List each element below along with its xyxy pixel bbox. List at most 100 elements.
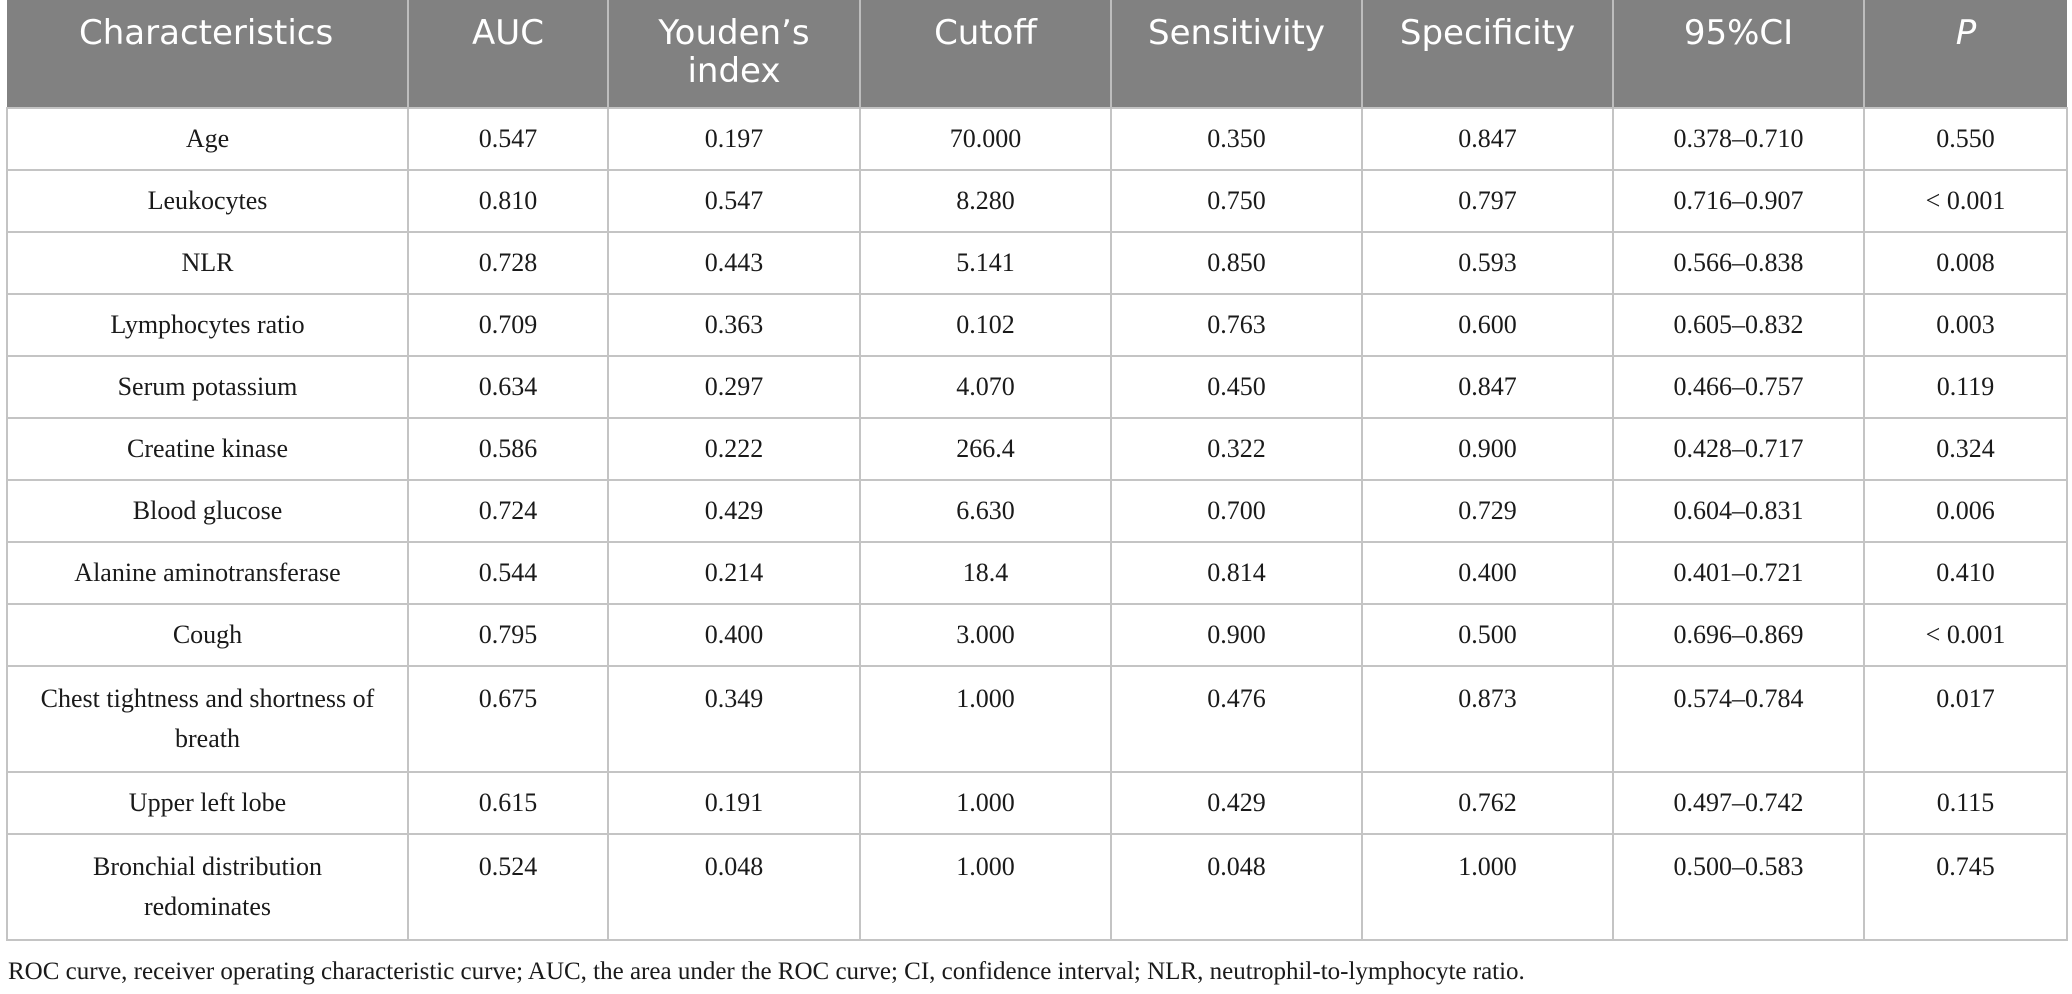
row-characteristic-cell: Age bbox=[6, 107, 409, 171]
header-specificity: Specificity bbox=[1362, 0, 1614, 108]
row-value-cell: 0.605–0.832 bbox=[1612, 293, 1865, 357]
row-value-cell: 1.000 bbox=[859, 833, 1112, 941]
row-value-cell: 0.349 bbox=[607, 665, 861, 773]
row-characteristic-cell: Creatine kinase bbox=[6, 417, 409, 481]
header-youdens-index: Youden’s index bbox=[608, 0, 861, 108]
roc-table-container: Characteristics AUC Youden’s index Cutof… bbox=[6, 0, 2068, 941]
row-value-cell: 0.428–0.717 bbox=[1612, 417, 1865, 481]
row-value-cell: 0.324 bbox=[1863, 417, 2068, 481]
row-value-cell: 0.728 bbox=[407, 231, 609, 295]
row-value-cell: 0.750 bbox=[1110, 169, 1363, 233]
header-auc: AUC bbox=[408, 0, 609, 108]
row-value-cell: 0.544 bbox=[407, 541, 609, 605]
table-row: Upper left lobe 0.615 0.191 1.000 0.429 0.762… bbox=[6, 771, 2068, 835]
row-value-cell: 0.466–0.757 bbox=[1612, 355, 1865, 419]
row-value-cell: 0.850 bbox=[1110, 231, 1363, 295]
table-row: Creatine kinase 0.586 0.222 266.4 0.322 0.900… bbox=[6, 417, 2068, 481]
row-value-cell: 0.604–0.831 bbox=[1612, 479, 1865, 543]
header-characteristics: Characteristics bbox=[7, 0, 409, 108]
table-row: Age 0.547 0.197 70.000 0.350 0.847 0.378–0.710… bbox=[6, 107, 2068, 171]
row-characteristic-cell: Cough bbox=[6, 603, 409, 667]
row-characteristic-cell: Leukocytes bbox=[6, 169, 409, 233]
row-value-cell: 0.350 bbox=[1110, 107, 1363, 171]
row-value-cell: 0.008 bbox=[1863, 231, 2068, 295]
row-value-cell: 5.141 bbox=[859, 231, 1112, 295]
row-value-cell: 0.550 bbox=[1863, 107, 2068, 171]
row-value-cell: 0.115 bbox=[1863, 771, 2068, 835]
row-value-cell: 0.729 bbox=[1361, 479, 1614, 543]
row-value-cell: 1.000 bbox=[859, 665, 1112, 773]
row-value-cell: 0.322 bbox=[1110, 417, 1363, 481]
row-value-cell: 1.000 bbox=[859, 771, 1112, 835]
row-value-cell: 0.191 bbox=[607, 771, 861, 835]
row-value-cell: 0.048 bbox=[607, 833, 861, 941]
table-footnote: ROC curve, receiver operating characteri… bbox=[8, 958, 1525, 985]
table-row: Blood glucose 0.724 0.429 6.630 0.700 0.729 0.… bbox=[6, 479, 2068, 543]
row-value-cell: 0.600 bbox=[1361, 293, 1614, 357]
header-sensitivity: Sensitivity bbox=[1111, 0, 1363, 108]
header-p: P bbox=[1864, 0, 2067, 108]
row-characteristic-cell: Chest tightness and shortness of breath bbox=[6, 665, 409, 773]
row-value-cell: 0.500–0.583 bbox=[1612, 833, 1865, 941]
row-characteristic-cell: Alanine aminotransferase bbox=[6, 541, 409, 605]
table-row: Chest tightness and shortness of breath 0… bbox=[6, 665, 2068, 773]
row-value-cell: 70.000 bbox=[859, 107, 1112, 171]
table-row: Alanine aminotransferase 0.544 0.214 18.4 0.… bbox=[6, 541, 2068, 605]
row-value-cell: 0.006 bbox=[1863, 479, 2068, 543]
row-value-cell: 0.716–0.907 bbox=[1612, 169, 1865, 233]
row-value-cell: 0.586 bbox=[407, 417, 609, 481]
row-value-cell: 0.048 bbox=[1110, 833, 1363, 941]
row-value-cell: 0.524 bbox=[407, 833, 609, 941]
row-value-cell: 0.497–0.742 bbox=[1612, 771, 1865, 835]
row-characteristic-cell: Serum potassium bbox=[6, 355, 409, 419]
table-header-row: Characteristics AUC Youden’s index Cutof… bbox=[7, 0, 2067, 108]
row-value-cell: 0.476 bbox=[1110, 665, 1363, 773]
row-value-cell: 0.762 bbox=[1361, 771, 1614, 835]
row-value-cell: 0.222 bbox=[607, 417, 861, 481]
row-value-cell: 0.675 bbox=[407, 665, 609, 773]
row-value-cell: 0.297 bbox=[607, 355, 861, 419]
row-value-cell: 0.197 bbox=[607, 107, 861, 171]
row-value-cell: 0.429 bbox=[607, 479, 861, 543]
header-cutoff: Cutoff bbox=[860, 0, 1112, 108]
row-value-cell: 0.400 bbox=[607, 603, 861, 667]
header-95ci: 95%CI bbox=[1613, 0, 1865, 108]
row-value-cell: 0.634 bbox=[407, 355, 609, 419]
row-value-cell: 3.000 bbox=[859, 603, 1112, 667]
row-value-cell: 0.443 bbox=[607, 231, 861, 295]
row-value-cell: < 0.001 bbox=[1863, 603, 2068, 667]
row-value-cell: < 0.001 bbox=[1863, 169, 2068, 233]
row-characteristic-cell: Blood glucose bbox=[6, 479, 409, 543]
row-value-cell: 0.593 bbox=[1361, 231, 1614, 295]
row-value-cell: 0.363 bbox=[607, 293, 861, 357]
row-value-cell: 0.797 bbox=[1361, 169, 1614, 233]
row-value-cell: 0.696–0.869 bbox=[1612, 603, 1865, 667]
row-value-cell: 0.763 bbox=[1110, 293, 1363, 357]
table-row: Cough 0.795 0.400 3.000 0.900 0.500 0.696–0.86… bbox=[6, 603, 2068, 667]
row-value-cell: 0.574–0.784 bbox=[1612, 665, 1865, 773]
row-characteristic-cell: NLR bbox=[6, 231, 409, 295]
row-value-cell: 0.400 bbox=[1361, 541, 1614, 605]
roc-characteristics-table: Characteristics AUC Youden’s index Cutof… bbox=[6, 0, 2068, 941]
row-value-cell: 0.700 bbox=[1110, 479, 1363, 543]
row-value-cell: 0.847 bbox=[1361, 107, 1614, 171]
row-value-cell: 0.810 bbox=[407, 169, 609, 233]
row-value-cell: 0.814 bbox=[1110, 541, 1363, 605]
row-value-cell: 1.000 bbox=[1361, 833, 1614, 941]
row-value-cell: 0.547 bbox=[407, 107, 609, 171]
row-value-cell: 0.214 bbox=[607, 541, 861, 605]
row-value-cell: 0.900 bbox=[1361, 417, 1614, 481]
row-value-cell: 0.410 bbox=[1863, 541, 2068, 605]
row-value-cell: 0.745 bbox=[1863, 833, 2068, 941]
table-row: Serum potassium 0.634 0.297 4.070 0.450 0.847… bbox=[6, 355, 2068, 419]
table-row: Lymphocytes ratio 0.709 0.363 0.102 0.763 0.6… bbox=[6, 293, 2068, 357]
row-value-cell: 0.709 bbox=[407, 293, 609, 357]
row-value-cell: 4.070 bbox=[859, 355, 1112, 419]
row-value-cell: 0.429 bbox=[1110, 771, 1363, 835]
row-value-cell: 0.119 bbox=[1863, 355, 2068, 419]
row-value-cell: 0.547 bbox=[607, 169, 861, 233]
row-value-cell: 0.724 bbox=[407, 479, 609, 543]
row-value-cell: 0.017 bbox=[1863, 665, 2068, 773]
row-value-cell: 18.4 bbox=[859, 541, 1112, 605]
row-value-cell: 0.615 bbox=[407, 771, 609, 835]
